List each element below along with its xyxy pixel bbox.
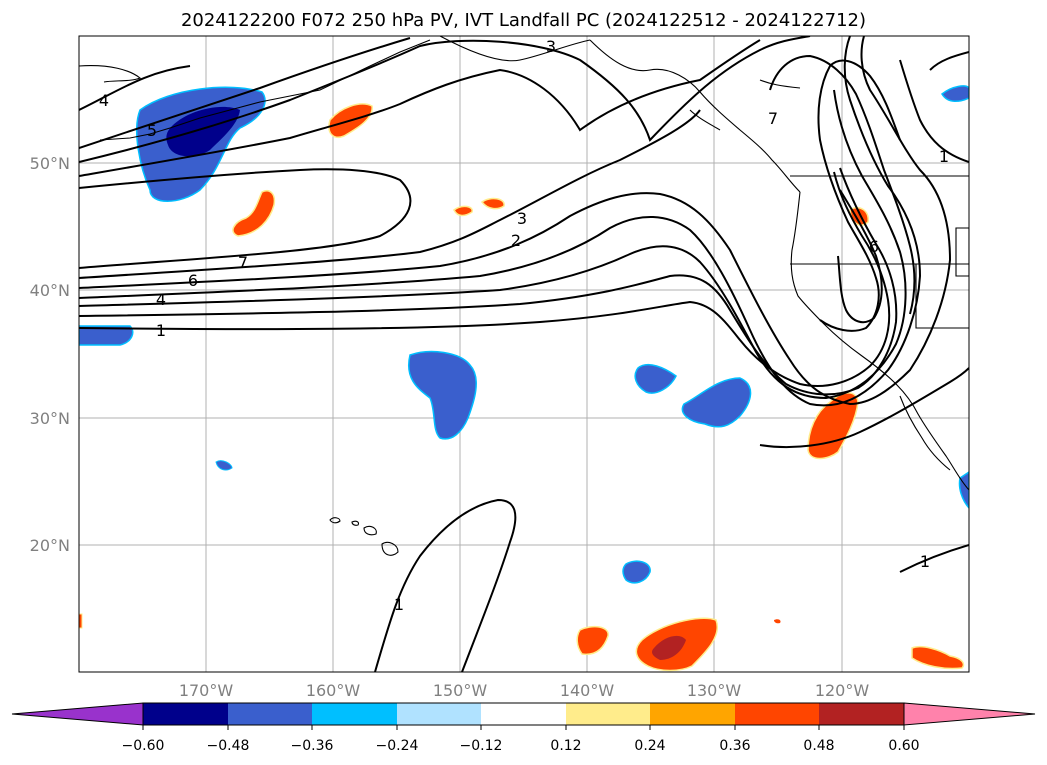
pv-negative-region [634, 364, 677, 394]
colorbar-segment [566, 703, 650, 725]
colorbar-tick-label: 0.12 [550, 738, 581, 754]
colorbar-segment [650, 703, 735, 725]
pv-negative-region [79, 325, 134, 346]
lat-label-30n: 30°N [30, 409, 70, 428]
contour-labels: 3 4 5 7 7 1 6 4 1 3 2 6 1 1 [99, 37, 949, 614]
contour-line [759, 367, 969, 449]
colorbar-tick-label: 0.48 [803, 738, 834, 754]
pv-positive-region [807, 392, 859, 460]
colorbar-extend-left [11, 702, 144, 726]
colorbar-tick-label: −0.60 [122, 738, 165, 754]
contour-line [837, 189, 883, 324]
colorbar-tick-label: −0.12 [460, 738, 503, 754]
colorbar-tick-label: −0.36 [291, 738, 334, 754]
colorbar-tick-label: 0.36 [719, 738, 750, 754]
colorbar-segment [735, 703, 819, 725]
contour-line [79, 109, 701, 279]
colorbar-segment [481, 703, 566, 725]
latitude-labels: 50°N 40°N 30°N 20°N [30, 154, 70, 555]
coastlines [79, 36, 969, 556]
contour-line [899, 59, 969, 163]
contour-label: 4 [156, 290, 166, 309]
pc-contours [79, 36, 969, 672]
colorbar-tick-label: −0.48 [207, 738, 250, 754]
pv-shading [79, 85, 969, 672]
contour-label: 6 [188, 271, 198, 290]
contour-line [79, 167, 898, 396]
colorbar-tick-label: −0.24 [376, 738, 419, 754]
contour-label: 2 [511, 231, 521, 250]
contour-line [79, 37, 411, 149]
contour-line [929, 51, 969, 71]
colorbar-segment [397, 703, 481, 725]
pv-positive-strong-region [652, 635, 686, 660]
lon-label-140w: 140°W [560, 681, 615, 700]
map-frame [78, 35, 970, 673]
lon-label-130w: 130°W [687, 681, 742, 700]
graticule [79, 36, 969, 672]
pv-positive-region [79, 613, 83, 629]
contour-label: 1 [920, 552, 930, 571]
contour-line [79, 36, 952, 406]
contour-label: 1 [156, 321, 166, 340]
pv-negative-strong-region [166, 106, 240, 157]
colorbar-tick-label: 0.24 [634, 738, 665, 754]
contour-line [79, 168, 412, 269]
pv-negative-region [941, 85, 969, 102]
contour-label: 6 [869, 237, 879, 256]
pv-negative-region [215, 460, 233, 471]
pv-positive-region [576, 625, 609, 656]
contour-line [817, 59, 901, 332]
contour-line [769, 54, 916, 315]
contour-line [79, 39, 761, 177]
pv-positive-region [453, 205, 473, 217]
colorbar: −0.60 −0.48 −0.36 −0.24 −0.12 0.12 0.24 … [11, 702, 1036, 754]
pv-positive-region [232, 190, 276, 237]
contour-label: 1 [394, 595, 404, 614]
pv-negative-region [622, 560, 651, 584]
lat-label-40n: 40°N [30, 281, 70, 300]
colorbar-extend-right [903, 702, 1036, 726]
lat-label-20n: 20°N [30, 536, 70, 555]
contour-line [374, 498, 517, 672]
contour-label: 5 [147, 121, 157, 140]
longitude-labels: 170°W 160°W 150°W 140°W 130°W 120°W [179, 681, 870, 700]
colorbar-ticks [142, 725, 905, 730]
colorbar-segment [819, 703, 904, 725]
lon-label-160w: 160°W [306, 681, 361, 700]
contour-label: 7 [768, 109, 778, 128]
pv-positive-region [774, 619, 781, 624]
contour-line [79, 65, 191, 111]
map-title: 2024122200 F072 250 hPa PV, IVT Landfall… [180, 10, 867, 31]
contour-label: 4 [99, 91, 109, 110]
colorbar-tick-label: 0.60 [888, 738, 919, 754]
contour-label: 1 [939, 147, 949, 166]
contour-label: 3 [517, 209, 527, 228]
pv-positive-region [911, 645, 965, 670]
colorbar-segment [228, 703, 312, 725]
contour-line [79, 36, 811, 163]
lon-label-150w: 150°W [433, 681, 488, 700]
colorbar-frame [142, 702, 905, 726]
colorbar-segment [143, 703, 228, 725]
lon-label-170w: 170°W [179, 681, 234, 700]
contour-line [899, 544, 969, 573]
pv-positive-region [480, 197, 505, 210]
lon-label-120w: 120°W [815, 681, 870, 700]
pv-negative-region [681, 377, 752, 428]
pv-negative-region [407, 350, 477, 440]
lat-label-50n: 50°N [30, 154, 70, 173]
contour-label: 3 [546, 37, 556, 56]
colorbar-segment [312, 703, 397, 725]
contour-label: 7 [238, 253, 248, 272]
